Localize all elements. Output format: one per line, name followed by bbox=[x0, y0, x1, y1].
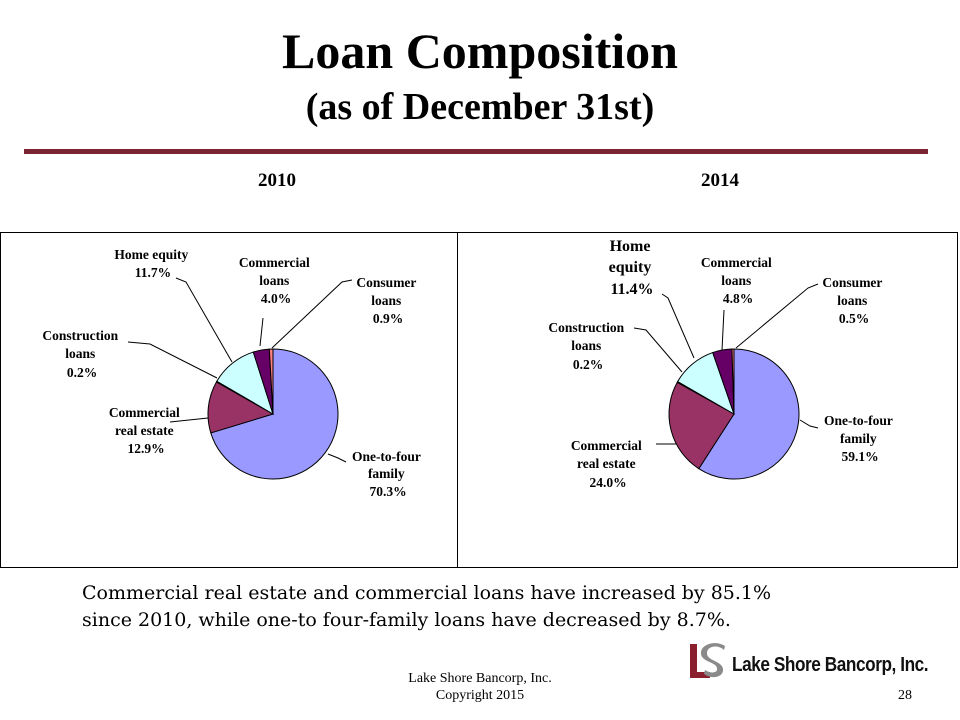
chart-title-2014: 2014 bbox=[701, 170, 739, 191]
leader-consumer-2010 bbox=[271, 279, 353, 349]
leader-one-to-four-2010 bbox=[327, 453, 347, 463]
pie-slice-consumer-2010 bbox=[268, 348, 274, 415]
company-logo: LS Lake Shore Bancorp, Inc. bbox=[688, 640, 929, 686]
label-commercial-real-estate-2014: Commercial real estate 24.0% bbox=[571, 438, 645, 490]
footnote: Commercial real estate and commercial lo… bbox=[82, 580, 882, 634]
chart-title-2010: 2010 bbox=[258, 170, 296, 191]
label-consumer-2010: Consumer loans 0.9% bbox=[356, 275, 419, 326]
leader-lines-2010 bbox=[127, 277, 353, 463]
pie-slice-commercial-real-estate-2014 bbox=[668, 381, 735, 470]
label-commercial-loans-2014: Commercial loans 4.8% bbox=[701, 255, 775, 306]
leader-commercial-loans-2010 bbox=[259, 317, 264, 347]
charts-divider bbox=[457, 233, 458, 567]
label-construction-2010: Construction loans 0.2% bbox=[42, 328, 121, 380]
leader-commercial-real-estate-2010 bbox=[169, 417, 209, 423]
footnote-line-1: Commercial real estate and commercial lo… bbox=[82, 582, 772, 604]
ls-logo-icon: LS bbox=[690, 643, 725, 678]
leader-consumer-2014 bbox=[735, 283, 819, 349]
page-number: 28 bbox=[898, 688, 912, 703]
pie-chart-2010 bbox=[207, 348, 339, 480]
charts-frame bbox=[0, 232, 958, 568]
label-consumer-2014: Consumer loans 0.5% bbox=[822, 275, 885, 326]
leader-lines-2014 bbox=[633, 283, 819, 445]
pie-chart-2014 bbox=[668, 348, 800, 480]
label-one-to-four-2010: One-to-four family 70.3% bbox=[352, 449, 424, 499]
footer-copyright-year: Copyright 2015 bbox=[435, 688, 525, 703]
leader-home-equity-2010 bbox=[175, 277, 233, 363]
label-one-to-four-2014: One-to-four family 59.1% bbox=[824, 413, 896, 464]
leader-home-equity-2014 bbox=[661, 293, 695, 359]
label-home-equity-2010: Home equity 11.7% bbox=[114, 247, 191, 280]
leader-construction-2010 bbox=[127, 341, 218, 379]
pie-slice-consumer-2014 bbox=[731, 348, 735, 415]
leader-commercial-loans-2014 bbox=[721, 309, 725, 351]
slide-subtitle: (as of December 31st) bbox=[305, 86, 655, 128]
footnote-line-2: since 2010, while one-to four-family loa… bbox=[82, 609, 731, 631]
label-construction-2014: Construction loans 0.2% bbox=[548, 320, 627, 372]
footer-company: Lake Shore Bancorp, Inc. bbox=[408, 671, 552, 686]
label-home-equity-2014: Home equity 11.4% bbox=[609, 238, 656, 298]
logo-text: Lake Shore Bancorp, Inc. bbox=[732, 654, 929, 676]
title-divider bbox=[24, 149, 928, 154]
footer-copyright: Lake Shore Bancorp, Inc. Copyright 2015 bbox=[380, 670, 580, 704]
leader-construction-2014 bbox=[633, 327, 683, 373]
pie-charts: One-to-four family 70.3% Commercial real… bbox=[42, 238, 896, 499]
leader-one-to-four-2014 bbox=[799, 419, 819, 429]
pie-slice-one-to-four-2014 bbox=[698, 348, 800, 480]
slide-title: Loan Composition bbox=[282, 23, 678, 79]
label-commercial-loans-2010: Commercial loans 4.0% bbox=[239, 255, 313, 306]
pie-slice-one-to-four-2010 bbox=[210, 348, 339, 480]
label-commercial-real-estate-2010: Commercial real estate 12.9% bbox=[109, 405, 183, 456]
